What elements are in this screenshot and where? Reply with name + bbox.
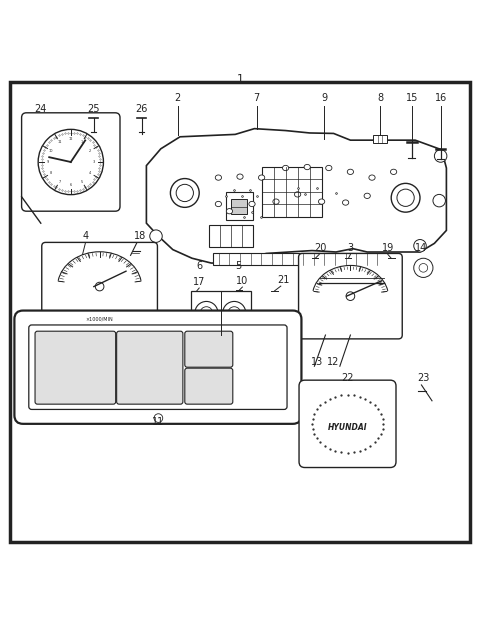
Text: 22: 22 [342,373,354,383]
Ellipse shape [226,208,232,214]
FancyBboxPatch shape [117,331,183,404]
FancyBboxPatch shape [35,331,116,404]
Text: 2: 2 [174,93,181,103]
Ellipse shape [390,169,396,175]
Ellipse shape [369,175,375,180]
Ellipse shape [237,174,243,179]
Text: 25: 25 [87,104,100,114]
FancyBboxPatch shape [299,380,396,467]
Text: 12: 12 [327,357,340,367]
Ellipse shape [347,169,353,175]
Text: 8: 8 [50,171,52,175]
Text: 19: 19 [382,243,394,253]
Text: 5: 5 [235,261,241,271]
Text: 9: 9 [321,93,327,103]
Text: 5: 5 [81,180,83,183]
Circle shape [228,307,240,319]
Text: 1: 1 [81,140,83,145]
Bar [191,291,251,335]
Bar [209,225,253,246]
Text: 6: 6 [196,261,202,271]
Circle shape [223,301,246,324]
Text: 26: 26 [135,104,148,114]
Ellipse shape [215,202,222,207]
Text: 3: 3 [348,243,353,253]
Text: 4: 4 [83,232,88,241]
Ellipse shape [342,200,348,205]
Circle shape [346,292,355,301]
Polygon shape [146,129,446,263]
Text: 10: 10 [49,149,53,153]
Text: 1: 1 [237,74,243,84]
Text: 16: 16 [434,93,447,103]
Text: 12: 12 [69,137,73,142]
Ellipse shape [304,164,310,170]
Circle shape [419,263,428,272]
Text: 7: 7 [253,93,260,103]
Text: 10: 10 [236,276,249,286]
Ellipse shape [215,175,222,180]
FancyBboxPatch shape [14,311,301,424]
Ellipse shape [295,192,300,197]
FancyBboxPatch shape [185,368,233,404]
Text: 11: 11 [152,417,165,427]
Text: 9: 9 [47,160,49,164]
Text: 2: 2 [89,149,92,153]
Bar [262,167,322,217]
Text: 15: 15 [406,93,418,103]
Text: 17: 17 [193,277,205,287]
Bar [213,253,383,265]
Circle shape [414,240,426,252]
Text: 11: 11 [57,140,62,145]
Text: HYUNDAI: HYUNDAI [328,423,367,432]
Text: 4: 4 [89,171,92,175]
FancyBboxPatch shape [22,113,120,211]
Ellipse shape [319,199,325,204]
Bar [231,199,247,213]
Circle shape [195,301,218,324]
Text: 23: 23 [417,373,430,383]
Ellipse shape [364,193,371,198]
Text: ×1000/MIN: ×1000/MIN [86,316,113,321]
Ellipse shape [325,165,332,170]
Ellipse shape [273,199,279,204]
Text: 21: 21 [277,275,289,285]
Text: 13: 13 [311,357,323,367]
FancyBboxPatch shape [185,331,233,367]
Circle shape [434,150,447,162]
Circle shape [414,258,433,278]
Text: 14: 14 [415,243,428,253]
Ellipse shape [258,175,265,180]
Text: 24: 24 [35,104,47,114]
Text: 20: 20 [314,243,327,253]
Bar [373,135,387,143]
Ellipse shape [249,202,255,207]
Bar [226,192,253,220]
Text: 3: 3 [92,160,95,164]
Circle shape [154,414,163,422]
Text: 6: 6 [70,183,72,187]
Text: 7: 7 [59,180,60,183]
Circle shape [96,282,104,291]
Text: 18: 18 [134,231,146,241]
Circle shape [150,230,162,242]
FancyBboxPatch shape [42,242,157,334]
Circle shape [433,195,445,207]
Circle shape [200,307,213,319]
Ellipse shape [282,165,288,170]
Text: 8: 8 [377,93,383,103]
FancyBboxPatch shape [299,253,402,339]
FancyBboxPatch shape [29,325,287,409]
